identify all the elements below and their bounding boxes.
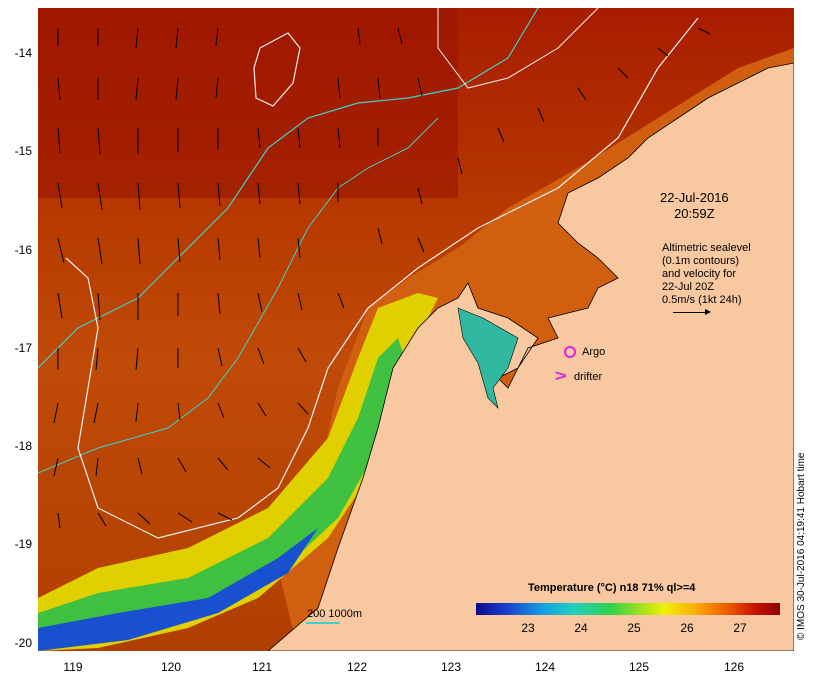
isobath-scale-label: 200 1000m (307, 608, 363, 620)
x-tick-label: 125 (628, 660, 650, 674)
x-tick-label: 121 (251, 660, 273, 674)
y-tick-label: -20 (14, 636, 32, 650)
y-tick-label: -16 (14, 243, 32, 257)
altimetry-line: Altimetric sealevel (662, 242, 751, 254)
timestamp-time: 20:59Z (674, 206, 715, 221)
altimetry-line: 22-Jul 20Z (662, 281, 714, 293)
colorbar-tick-label: 24 (574, 621, 588, 635)
argo-label: Argo (582, 346, 606, 358)
colorbar-tick-label: 27 (733, 621, 747, 635)
credit-text: © IMOS 30-Jul-2016 04:19:41 Hobart time (796, 452, 807, 640)
sealevel-contour-eddy (253, 32, 301, 107)
colorbar-tick-label: 25 (627, 621, 641, 635)
map-panel (38, 8, 794, 651)
x-tick-label: 122 (346, 660, 368, 674)
image-timestamp: 22-Jul-2016 20:59Z (660, 190, 729, 222)
altimetry-line: (0.1m contours) (662, 255, 740, 267)
warm-patch (38, 8, 458, 198)
argo-marker-icon (564, 346, 576, 358)
sealevel-contour-3 (437, 8, 599, 89)
coastal-blue-band (38, 528, 318, 651)
colorbar-tick-label: 26 (680, 621, 694, 635)
velocity-arrows (53, 27, 711, 529)
isobath-line (38, 8, 539, 369)
y-tick-label: -17 (14, 341, 32, 355)
y-tick-label: -19 (14, 537, 32, 551)
x-tick-label: 119 (63, 660, 83, 674)
coastal-green-band (38, 338, 408, 651)
altimetry-note: Altimetric sealevel (0.1m contours) and … (662, 242, 751, 307)
timestamp-date: 22-Jul-2016 (660, 190, 729, 205)
altimetry-line: and velocity for (662, 268, 736, 280)
sst-map (38, 8, 794, 651)
x-tick-label: 124 (534, 660, 556, 674)
isobath-line-2 (38, 117, 439, 474)
altimetry-line: 0.5m/s (1kt 24h) (662, 294, 742, 306)
isobath-scale-line (306, 622, 340, 624)
coastal-yellow-band (38, 293, 438, 651)
colorbar-title: Temperature (°C) n18 71% ql>=4 (528, 582, 696, 594)
colorbar-tick-label: 23 (521, 621, 535, 635)
land-area (267, 62, 794, 651)
y-tick-label: -15 (14, 144, 32, 158)
x-tick-label: 120 (160, 660, 182, 674)
x-tick-label: 123 (440, 660, 462, 674)
temperature-colorbar (476, 603, 780, 615)
x-tick-label: 126 (723, 660, 745, 674)
y-tick-label: -14 (14, 46, 32, 60)
drifter-marker-icon: > (554, 368, 567, 385)
sealevel-contour (65, 17, 699, 539)
drifter-label: drifter (574, 371, 603, 383)
inlet-king-sound (457, 307, 519, 409)
y-tick-label: -18 (14, 439, 32, 453)
velocity-scale-arrow (673, 309, 711, 315)
